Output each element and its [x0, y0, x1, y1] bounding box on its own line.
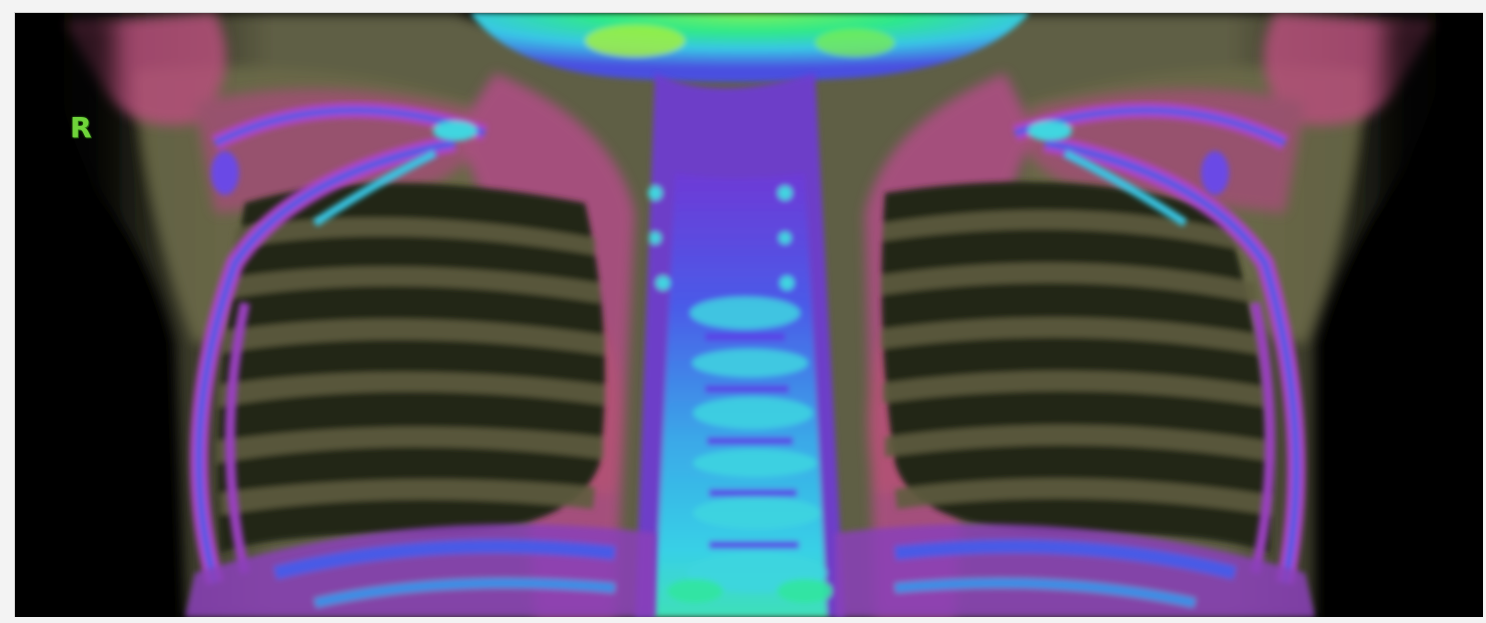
head-region: [470, 13, 1030, 82]
right-lung-field: [881, 181, 1271, 553]
ct-scan-image: [15, 13, 1483, 617]
diaphragm-region: [185, 524, 1315, 617]
spine: [635, 73, 845, 617]
edge-shading: [15, 13, 1483, 617]
rib-cage: [190, 134, 1306, 586]
left-lung-field: [217, 183, 605, 553]
clavicles: [211, 102, 1289, 227]
orientation-marker: R: [70, 111, 92, 144]
scan-viewport: R: [14, 12, 1483, 617]
